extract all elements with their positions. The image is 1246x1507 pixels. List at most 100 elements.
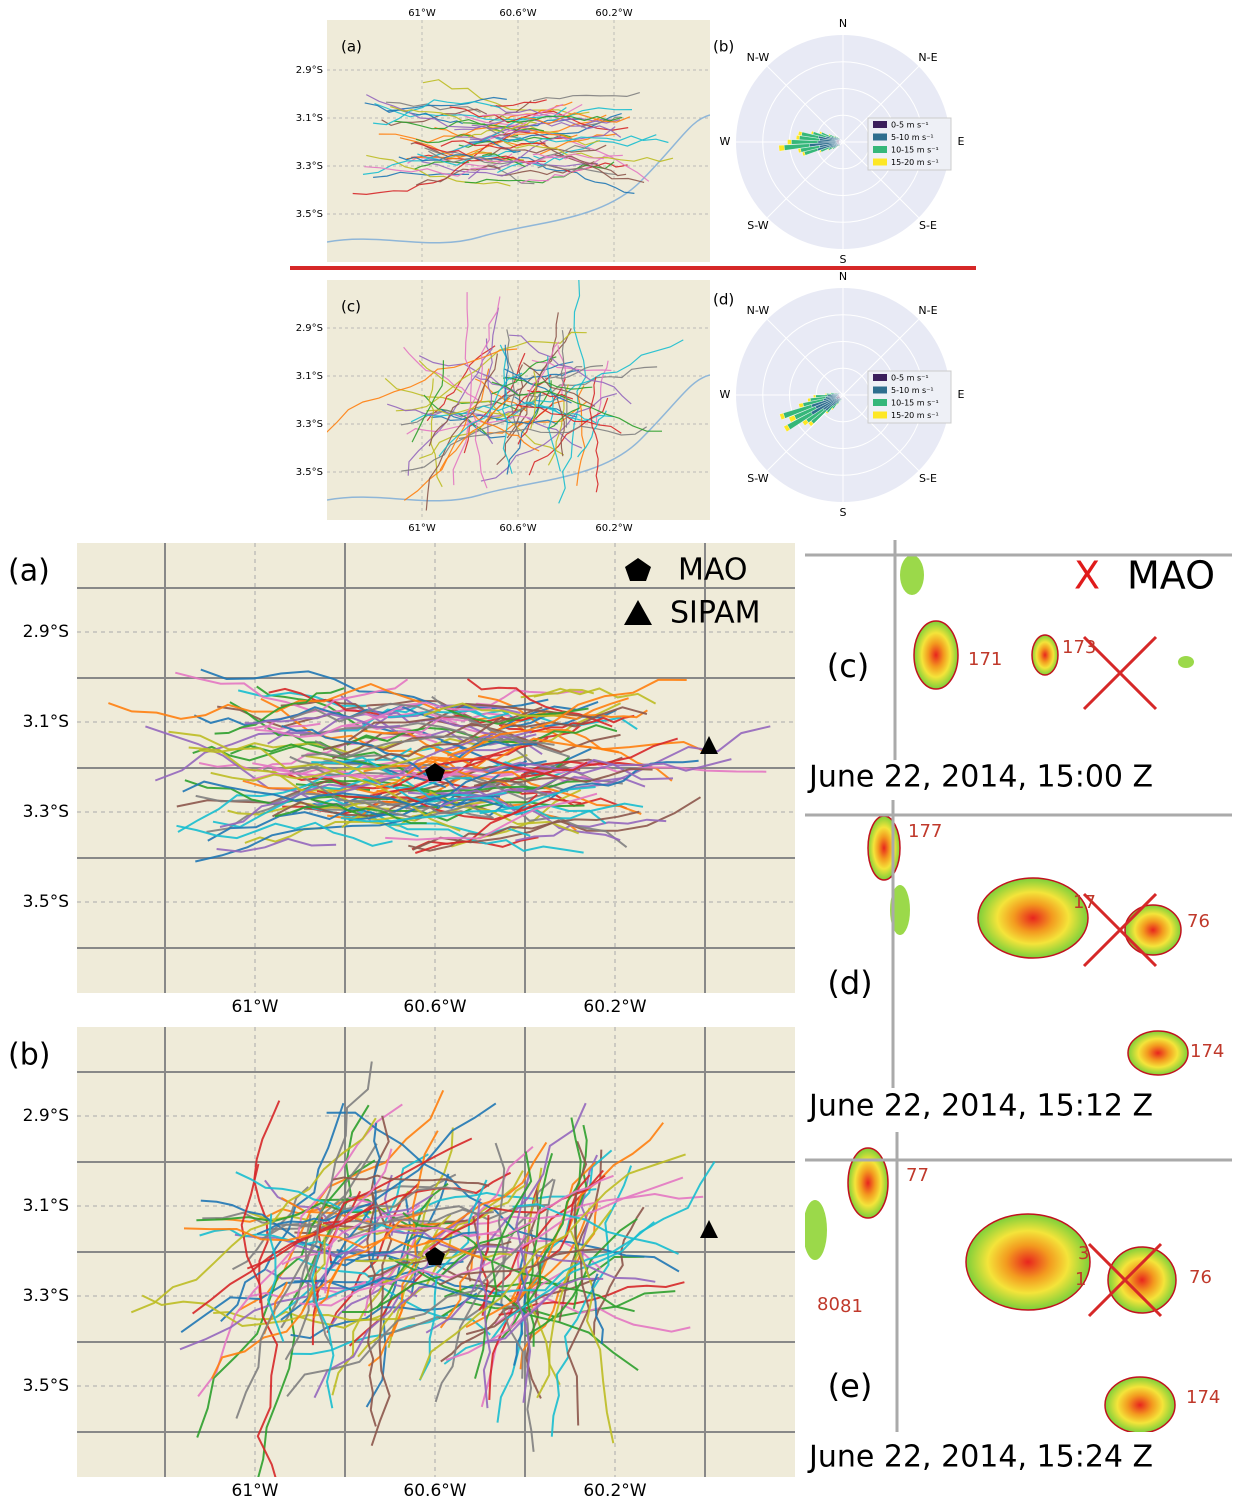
rose-legend-label: 5-10 m s⁻¹ xyxy=(891,386,934,395)
rose-direction: S-W xyxy=(747,219,769,232)
rose-wedge xyxy=(836,393,837,394)
rose-legend-label: 0-5 m s⁻¹ xyxy=(891,374,929,383)
lat-tick-label: 3.3°S xyxy=(296,161,323,172)
radar-echo xyxy=(1178,656,1194,668)
lon-tick-label: 61°W xyxy=(232,1481,279,1501)
rose-legend-swatch xyxy=(873,146,887,153)
legend-label: SIPAM xyxy=(670,596,760,631)
rose-wedge xyxy=(796,135,800,139)
rose-direction: E xyxy=(958,135,965,148)
cell-id: 76 xyxy=(1189,1267,1212,1288)
rose-legend-swatch xyxy=(873,159,887,166)
lon-tick-label: 61°W xyxy=(408,8,436,19)
radar-echo xyxy=(978,878,1088,958)
cell-id: 173 xyxy=(1062,637,1096,658)
panel-label: (c) xyxy=(827,647,870,685)
rose-direction: N xyxy=(839,270,847,283)
cell-id: 76 xyxy=(1187,911,1210,932)
lat-tick-label: 3.3°S xyxy=(296,419,323,430)
rose-direction: N xyxy=(839,17,847,30)
cell-id: 1 xyxy=(1075,1269,1086,1290)
rose-wedge xyxy=(779,145,785,151)
rose-legend-swatch xyxy=(873,412,887,419)
lat-tick-label: 3.1°S xyxy=(23,712,69,732)
cell-id: 17 xyxy=(1073,892,1096,913)
rose-direction: S-W xyxy=(747,472,769,485)
panel-label: (b) xyxy=(713,38,734,56)
rose-legend-swatch xyxy=(873,399,887,406)
cell-id: 171 xyxy=(968,649,1002,670)
lat-tick-label: 3.3°S xyxy=(23,1286,69,1306)
rose-direction: N-E xyxy=(918,51,937,64)
rose-legend-label: 15-20 m s⁻¹ xyxy=(891,158,939,167)
radar-echo xyxy=(1125,905,1181,955)
rose-wedge xyxy=(788,140,792,145)
panel-label: (d) xyxy=(713,291,734,309)
rose-wedge xyxy=(798,131,802,136)
rose-wedge xyxy=(839,402,840,403)
panel-label: (a) xyxy=(341,38,362,56)
radar-echo xyxy=(868,816,900,880)
radar-echo xyxy=(914,621,958,689)
legend-label: MAO xyxy=(1127,554,1215,598)
rose-direction: W xyxy=(720,135,731,148)
lat-tick-label: 2.9°S xyxy=(23,622,69,642)
rose-direction: W xyxy=(720,388,731,401)
rose-wedge xyxy=(830,393,831,394)
cell-id: 81 xyxy=(840,1296,863,1317)
lat-tick-label: 2.9°S xyxy=(296,65,323,76)
rose-legend-swatch xyxy=(873,134,887,141)
lon-tick-label: 60.2°W xyxy=(583,997,646,1017)
rose-legend-label: 15-20 m s⁻¹ xyxy=(891,411,939,420)
lat-tick-label: 3.1°S xyxy=(296,371,323,382)
lat-tick-label: 3.5°S xyxy=(23,1376,69,1396)
radar-echo xyxy=(803,1200,827,1260)
rose-wedge xyxy=(808,398,811,402)
lat-tick-label: 3.5°S xyxy=(23,892,69,912)
lon-tick-label: 61°W xyxy=(408,523,436,534)
panel-label: (e) xyxy=(828,1367,873,1405)
cell-id: 174 xyxy=(1186,1387,1220,1408)
lon-tick-label: 60.2°W xyxy=(583,1481,646,1501)
cell-id: 174 xyxy=(1190,1041,1224,1062)
lat-tick-label: 3.5°S xyxy=(296,467,323,478)
lon-tick-label: 60.6°W xyxy=(499,8,536,19)
radar-echo xyxy=(966,1214,1090,1310)
legend-label: MAO xyxy=(678,553,748,588)
panel-label: (c) xyxy=(341,298,361,316)
rose-wedge xyxy=(825,393,826,395)
legend-marker: X xyxy=(1074,554,1100,598)
panel-label: (b) xyxy=(8,1038,50,1073)
lon-tick-label: 60.2°W xyxy=(595,523,632,534)
rose-legend-label: 10-15 m s⁻¹ xyxy=(891,399,939,408)
lat-tick-label: 3.1°S xyxy=(23,1196,69,1216)
rose-wedge xyxy=(813,395,815,398)
cell-id: 177 xyxy=(908,821,942,842)
rose-legend-swatch xyxy=(873,387,887,394)
rose-legend-label: 5-10 m s⁻¹ xyxy=(891,133,934,142)
radar-echo xyxy=(1108,1247,1176,1313)
radar-caption: June 22, 2014, 15:24 Z xyxy=(807,1440,1153,1475)
lon-tick-label: 60.2°W xyxy=(595,8,632,19)
radar-echo xyxy=(1128,1031,1188,1075)
radar-echo xyxy=(1032,635,1058,675)
panel-label: (a) xyxy=(8,554,50,589)
rose-direction: S xyxy=(840,253,847,266)
rose-direction: N-E xyxy=(918,304,937,317)
rose-direction: E xyxy=(958,388,965,401)
rose-legend-swatch xyxy=(873,374,887,381)
lat-tick-label: 2.9°S xyxy=(23,1106,69,1126)
rose-direction: N-W xyxy=(747,304,770,317)
rose-legend-label: 10-15 m s⁻¹ xyxy=(891,146,939,155)
lat-tick-label: 3.1°S xyxy=(296,113,323,124)
cell-id: 80 xyxy=(817,1294,840,1315)
rose-direction: N-W xyxy=(747,51,770,64)
radar-caption: June 22, 2014, 15:12 Z xyxy=(807,1089,1153,1124)
lat-tick-label: 3.3°S xyxy=(23,802,69,822)
lat-tick-label: 3.5°S xyxy=(296,209,323,220)
radar-echo xyxy=(900,555,924,595)
radar-echo xyxy=(1105,1377,1175,1433)
rose-direction: S-E xyxy=(919,219,937,232)
